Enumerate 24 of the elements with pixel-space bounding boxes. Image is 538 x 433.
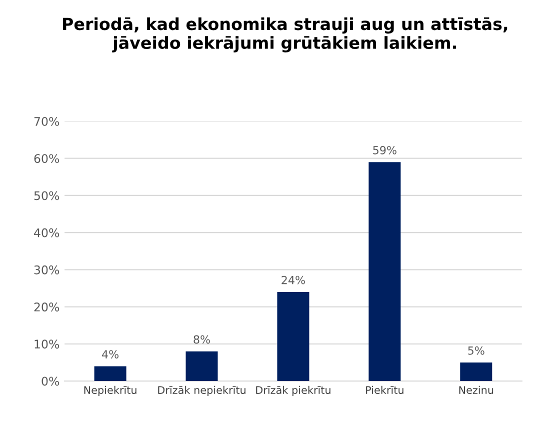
- y-tick-label: 40%: [34, 228, 60, 238]
- bar: [277, 292, 310, 382]
- data-label: 8%: [194, 335, 210, 344]
- y-tick-label: 60%: [34, 154, 60, 164]
- data-label: 4%: [102, 350, 118, 358]
- x-tick-label: Drīzāk piekrītu: [256, 386, 330, 396]
- y-tick-label: 50%: [34, 191, 60, 200]
- y-tick-label: 30%: [34, 265, 60, 274]
- bar: [460, 362, 492, 382]
- x-tick-label: Nepiekrītu: [84, 386, 136, 396]
- y-tick-label: 20%: [34, 302, 60, 312]
- y-tick-label: 70%: [34, 116, 60, 126]
- bar: [94, 366, 126, 382]
- bar: [368, 162, 401, 382]
- bar: [186, 351, 218, 382]
- data-label: 24%: [282, 276, 305, 284]
- x-tick-label: Piekrītu: [366, 386, 404, 394]
- data-label: 5%: [468, 346, 484, 355]
- x-tick-label: Nezinu: [459, 386, 494, 394]
- chart-title: Periodā, kad ekonomika strauji aug un attīstās, jāveido iekrājumi grūtākiem laikiem.: [63, 17, 508, 52]
- data-label: 59%: [373, 146, 396, 154]
- y-tick-label: 10%: [34, 340, 60, 349]
- x-tick-label: Drīzāk nepiekrītu: [158, 386, 246, 396]
- y-tick-label: 0%: [42, 376, 60, 386]
